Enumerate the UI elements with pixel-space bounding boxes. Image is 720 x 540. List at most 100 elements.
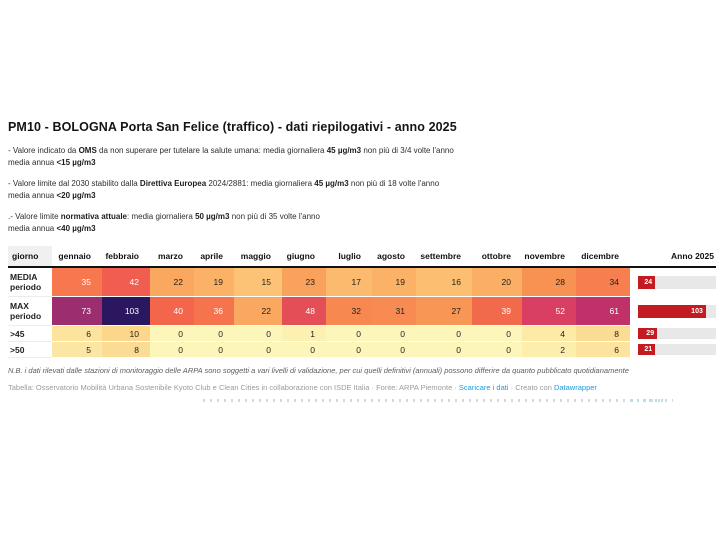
heatmap-cell: 22 <box>150 267 194 297</box>
heatmap-cell: 0 <box>472 341 522 358</box>
column-header-dicembre: dicembre <box>576 246 630 268</box>
heatmap-cell: 10 <box>102 325 150 342</box>
datawrapper-table-embed: PM10 - BOLOGNA Porta San Felice (traffic… <box>8 120 716 402</box>
column-header-novembre: novembre <box>522 246 576 268</box>
attribution-link[interactable]: Datawrapper <box>553 383 597 392</box>
heatmap-cell: 27 <box>416 296 472 326</box>
heatmap-cell: 0 <box>282 341 326 358</box>
column-header-maggio: maggio <box>234 246 282 268</box>
heatmap-cell: 8 <box>102 341 150 358</box>
column-header-settembre: settembre <box>416 246 472 268</box>
heatmap-cell: 0 <box>150 341 194 358</box>
table-row: >50 5 8 0 0 0 0 0 0 0 0 2 6 21 <box>8 341 716 358</box>
bar-track: 21 <box>638 344 716 355</box>
heatmap-cell: 0 <box>416 341 472 358</box>
annual-value-bar: 24 <box>638 275 656 289</box>
annual-value-bar: 21 <box>638 344 656 355</box>
annual-value-bar: 103 <box>638 304 706 318</box>
pm10-summary-table: giorno gennaio febbraio marzo aprile maggio gi… <box>8 246 716 358</box>
bar-track: 103 <box>638 304 716 318</box>
heatmap-cell: 0 <box>234 325 282 342</box>
heatmap-cell: 52 <box>522 296 576 326</box>
intro-note: - Valore limite dal 2030 stabilito dalla… <box>8 178 712 202</box>
annual-bar-cell: 24 <box>630 267 716 297</box>
attribution-text: Tabella: Osservatorio Mobilità Urbana So… <box>8 383 459 392</box>
column-header-giugno: giugno <box>282 246 326 268</box>
row-label: MEDIA periodo <box>8 267 52 297</box>
heatmap-cell: 5 <box>52 341 102 358</box>
heatmap-cell: 0 <box>416 325 472 342</box>
validation-footnote: N.B. i dati rilevati dalle stazioni di m… <box>8 366 629 375</box>
intro-notes: - Valore indicato da OMS da non superare… <box>8 145 712 235</box>
heatmap-cell: 6 <box>52 325 102 342</box>
heatmap-cell: 34 <box>576 267 630 297</box>
column-header-agosto: agosto <box>372 246 416 268</box>
heatmap-cell: 31 <box>372 296 416 326</box>
heatmap-cell: 0 <box>150 325 194 342</box>
column-header-aprile: aprile <box>194 246 234 268</box>
heatmap-cell: 61 <box>576 296 630 326</box>
note-line: .- Valore limite normativa attuale: medi… <box>8 212 320 221</box>
column-header-anno-2025: Anno 2025 <box>630 246 716 268</box>
attribution-link[interactable]: Scaricare i dati <box>458 383 509 392</box>
heatmap-cell: 4 <box>522 325 576 342</box>
column-header-febbraio: febbraio <box>102 246 150 268</box>
annual-value-label: 24 <box>644 278 653 286</box>
heatmap-cell: 0 <box>234 341 282 358</box>
annual-value-label: 29 <box>646 330 655 337</box>
heatmap-cell: 16 <box>416 267 472 297</box>
heatmap-cell: 39 <box>472 296 522 326</box>
heatmap-cell: 0 <box>326 341 372 358</box>
heatmap-cell: 28 <box>522 267 576 297</box>
heatmap-cell: 20 <box>472 267 522 297</box>
heatmap-cell: 1 <box>282 325 326 342</box>
table-row: >45 6 10 0 0 0 1 0 0 0 0 4 8 29 <box>8 325 716 342</box>
table-row: MEDIA periodo 35 42 22 19 15 23 17 19 16 20 28 34 24 <box>8 267 716 297</box>
row-label: >50 <box>8 341 52 358</box>
attribution-line: Tabella: Osservatorio Mobilità Urbana So… <box>8 383 712 393</box>
page-title: PM10 - BOLOGNA Porta San Felice (traffic… <box>8 120 457 134</box>
annual-value-bar: 29 <box>638 328 658 339</box>
heatmap-cell: 0 <box>372 341 416 358</box>
column-header-ottobre: ottobre <box>472 246 522 268</box>
column-header-gennaio: gennaio <box>52 246 102 268</box>
heatmap-cell: 0 <box>326 325 372 342</box>
heatmap-cell: 40 <box>150 296 194 326</box>
annual-bar-cell: 29 <box>630 326 716 342</box>
column-header-giorno: giorno <box>8 246 52 268</box>
heatmap-cell: 23 <box>282 267 326 297</box>
note-line: media annua <20 µg/m3 <box>8 191 96 200</box>
column-header-marzo: marzo <box>150 246 194 268</box>
heatmap-cell: 19 <box>194 267 234 297</box>
heatmap-cell: 0 <box>472 325 522 342</box>
annual-bar-cell: 21 <box>630 342 716 358</box>
attribution-text: · Creato con <box>508 383 554 392</box>
note-line: media annua <15 µg/m3 <box>8 158 96 167</box>
heatmap-cell: 36 <box>194 296 234 326</box>
column-header-luglio: luglio <box>326 246 372 268</box>
intro-note: .- Valore limite normativa attuale: medi… <box>8 211 712 235</box>
heatmap-cell: 2 <box>522 341 576 358</box>
bar-track: 29 <box>638 328 716 339</box>
heatmap-cell: 0 <box>194 341 234 358</box>
heatmap-cell: 103 <box>102 296 150 326</box>
table-row: MAX periodo 73 103 40 36 22 48 32 31 27 39 52 61 103 <box>8 296 716 326</box>
intro-note: - Valore indicato da OMS da non superare… <box>8 145 712 169</box>
heatmap-cell: 8 <box>576 325 630 342</box>
note-line: media annua <40 µg/m3 <box>8 224 96 233</box>
heatmap-cell: 19 <box>372 267 416 297</box>
annual-value-label: 103 <box>691 307 703 315</box>
heatmap-cell: 48 <box>282 296 326 326</box>
heatmap-cell: 17 <box>326 267 372 297</box>
row-label: >45 <box>8 325 52 342</box>
heatmap-cell: 73 <box>52 296 102 326</box>
heatmap-cell: 32 <box>326 296 372 326</box>
heatmap-cell: 6 <box>576 341 630 358</box>
clipped-link-fragment <box>631 399 665 402</box>
heatmap-cell: 35 <box>52 267 102 297</box>
heatmap-cell: 0 <box>194 325 234 342</box>
note-line: - Valore limite dal 2030 stabilito dalla… <box>8 179 440 188</box>
heatmap-cell: 15 <box>234 267 282 297</box>
heatmap-cell: 22 <box>234 296 282 326</box>
bar-track: 24 <box>638 275 716 289</box>
